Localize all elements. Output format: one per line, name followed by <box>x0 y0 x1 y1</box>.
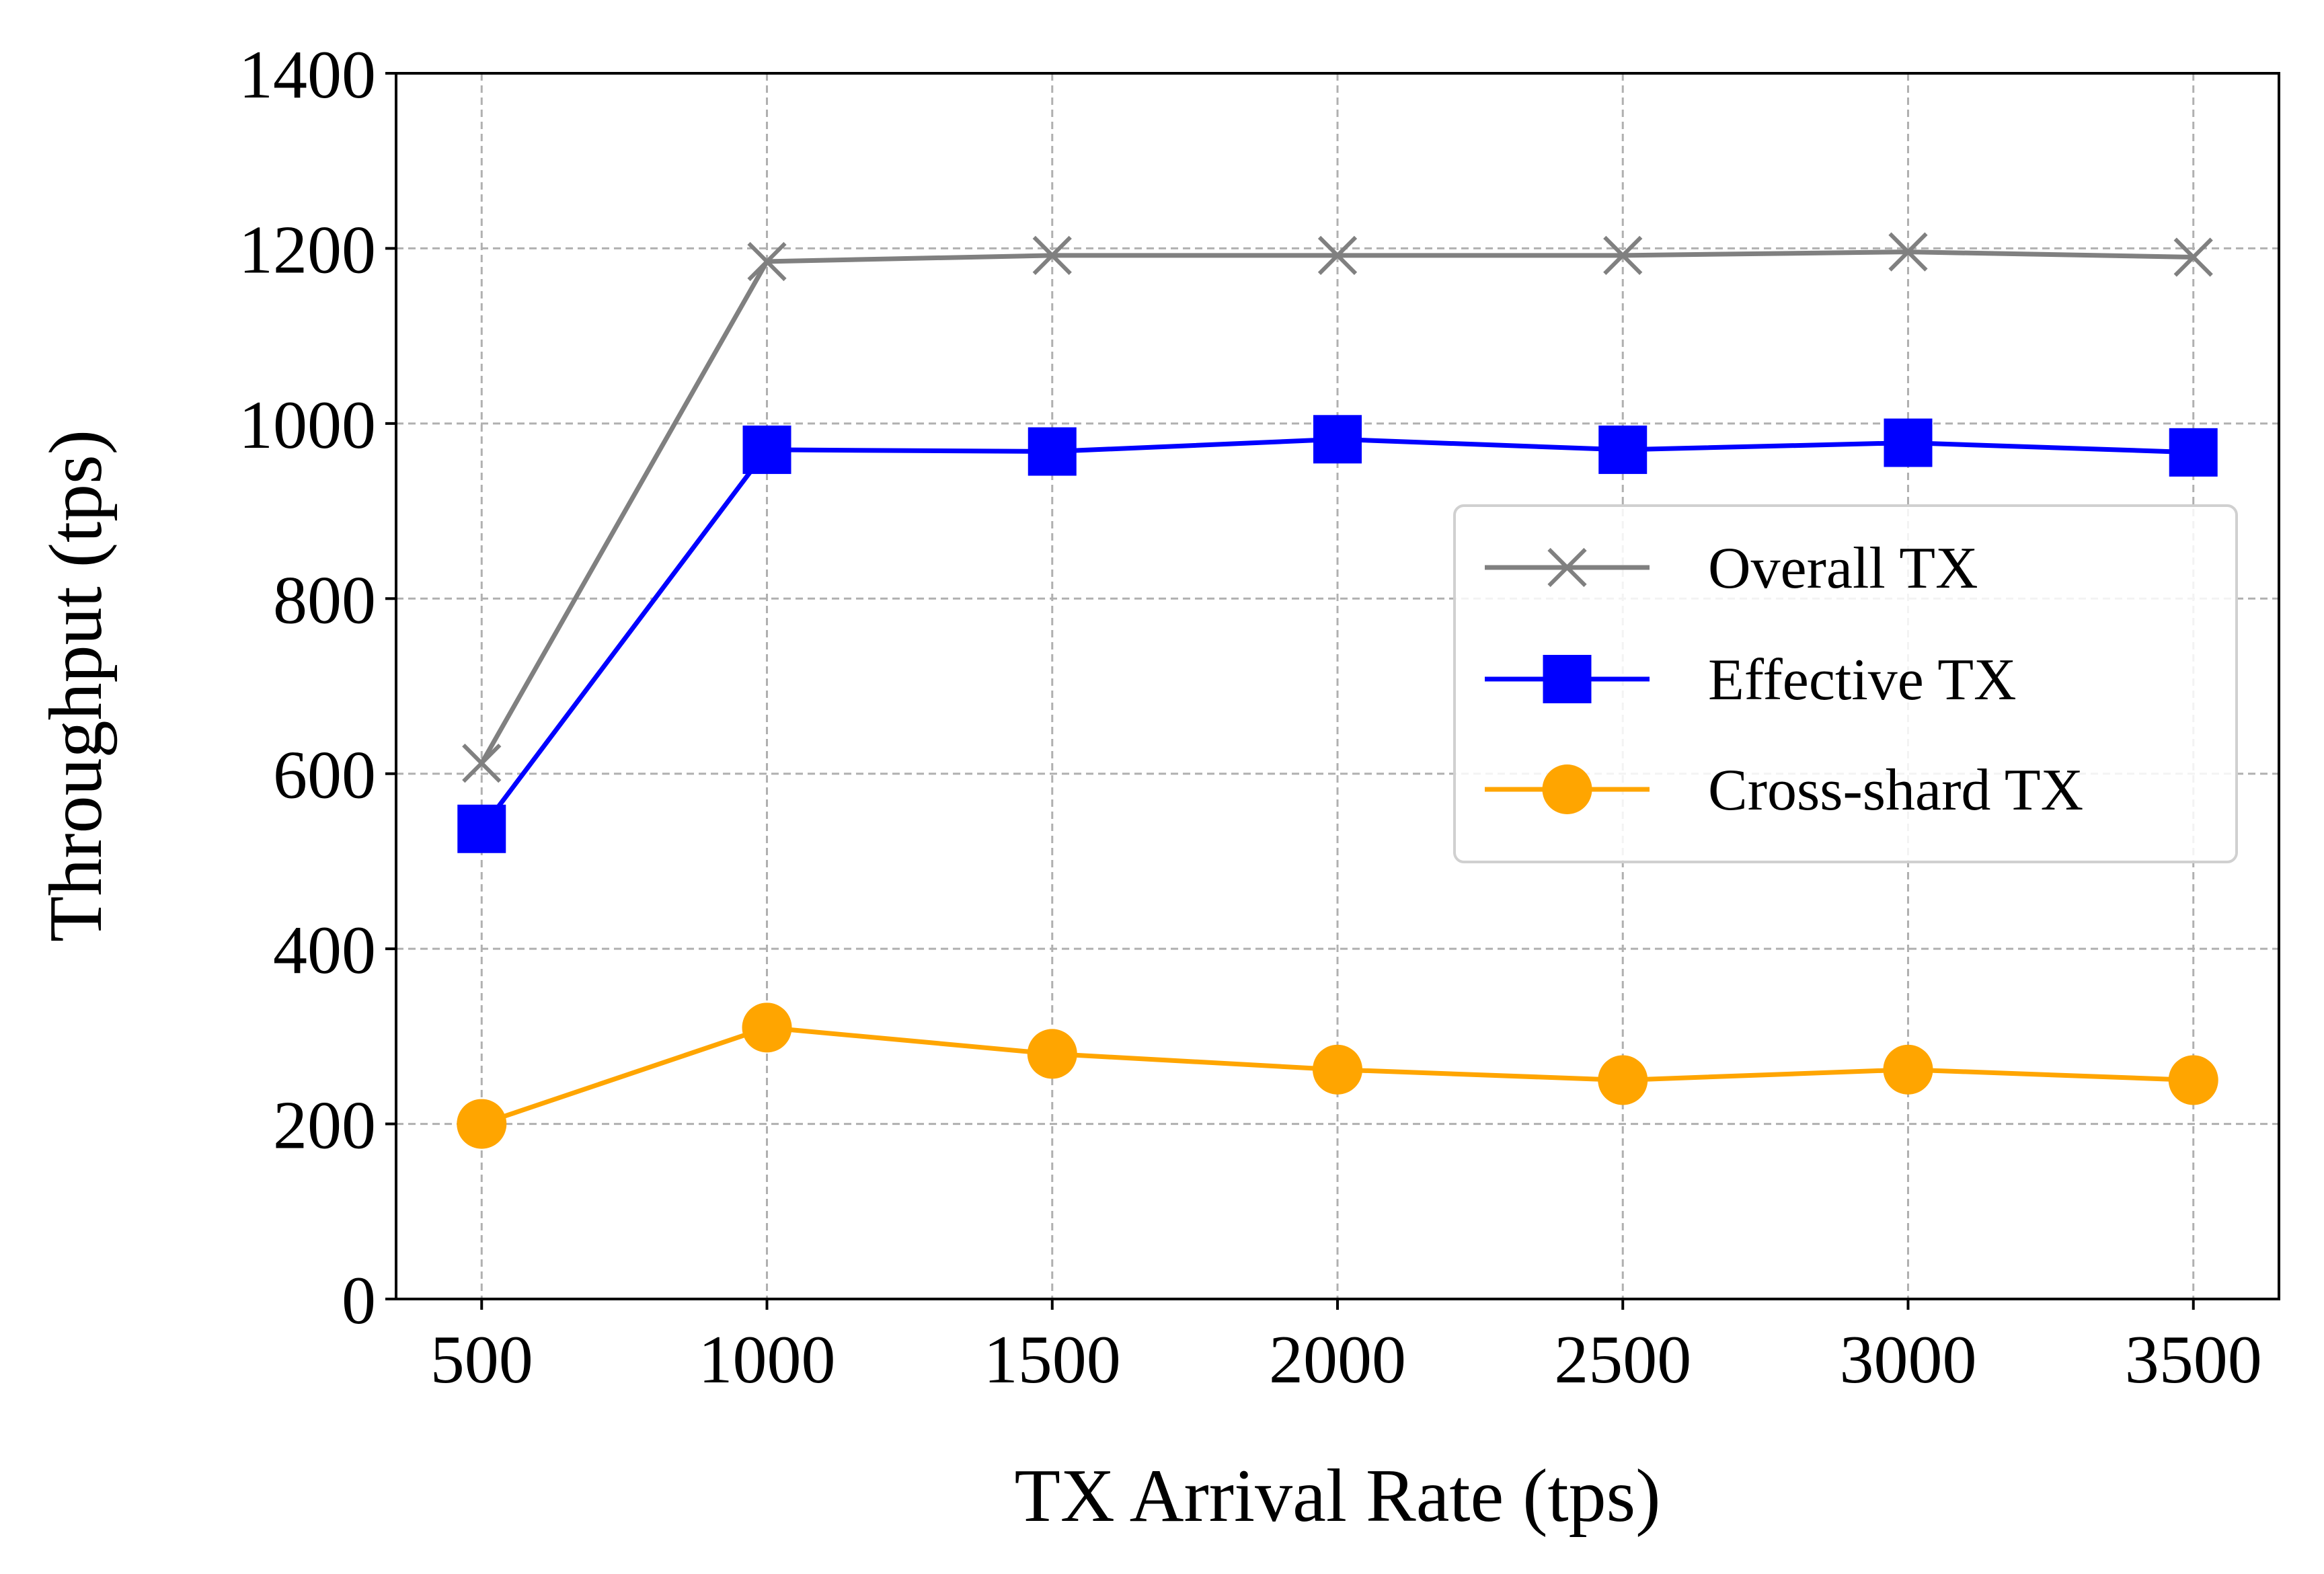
overall-tx-point <box>1888 232 1928 272</box>
x-axis-title: TX Arrival Rate (tps) <box>1014 1454 1660 1538</box>
cross-shard-tx-point <box>2168 1055 2218 1105</box>
effective-tx-point <box>2169 428 2218 477</box>
legend-marker-cross-shard-tx <box>1542 764 1592 814</box>
cross-shard-tx-point <box>1027 1029 1077 1079</box>
legend-box <box>1453 504 2238 863</box>
y-axis-title: Throughput (tps) <box>34 430 118 942</box>
y-tick-label: 400 <box>273 912 376 988</box>
effective-tx-point <box>1598 425 1648 474</box>
y-tick-label: 1200 <box>239 212 376 288</box>
y-tick-label: 200 <box>273 1088 376 1164</box>
legend-label-overall-tx: Overall TX <box>1708 536 1978 601</box>
legend-label-cross-shard-tx: Cross-shard TX <box>1708 758 2083 823</box>
x-tick-label: 3500 <box>2125 1322 2262 1398</box>
effective-tx-point <box>1028 427 1077 476</box>
overall-tx-point <box>1603 235 1643 275</box>
x-tick-label: 2000 <box>1269 1322 1406 1398</box>
y-tick-label: 1000 <box>239 387 376 463</box>
y-tick-label: 600 <box>273 738 376 814</box>
x-tick-label: 3000 <box>1839 1322 1976 1398</box>
ticks: 500 1000 1500 2000 2500 3000 3500 0 200 400 600 800… <box>239 37 2262 1398</box>
cross-shard-tx-point <box>1883 1044 1933 1095</box>
effective-tx-point <box>1313 415 1362 464</box>
legend-marker-effective-tx <box>1543 655 1592 703</box>
x-tick-label: 500 <box>430 1322 533 1398</box>
cross-shard-tx-point <box>1313 1044 1362 1095</box>
cross-shard-tx-point <box>1598 1055 1648 1105</box>
legend-marker-overall-tx <box>1547 547 1587 588</box>
legend-label-effective-tx: Effective TX <box>1708 647 2017 713</box>
effective-tx-point <box>1884 418 1933 467</box>
cross-shard-tx-point <box>742 1002 792 1053</box>
series-layer <box>457 232 2218 1149</box>
x-tick-label: 2500 <box>1554 1322 1691 1398</box>
cross-shard-tx-point <box>457 1099 507 1149</box>
overall-tx-point <box>1032 235 1072 275</box>
effective-tx-point <box>457 804 506 853</box>
y-tick-label: 0 <box>342 1263 376 1339</box>
y-tick-label: 1400 <box>239 37 376 113</box>
effective-tx-point <box>742 425 791 474</box>
overall-tx-point <box>462 743 502 783</box>
x-tick-label: 1000 <box>699 1322 836 1398</box>
legend: Overall TX Effective TX Cross-shard TX <box>1453 504 2238 863</box>
x-tick-label: 1500 <box>984 1322 1121 1398</box>
overall-tx-point <box>1317 235 1358 275</box>
overall-tx-point <box>2173 237 2213 277</box>
y-tick-label: 800 <box>273 562 376 638</box>
overall-tx-point <box>747 241 787 282</box>
